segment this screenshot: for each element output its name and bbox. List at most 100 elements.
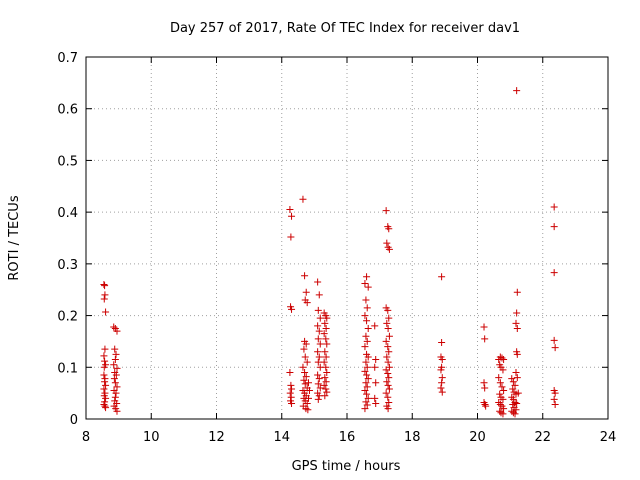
data-point bbox=[101, 402, 109, 410]
data-point bbox=[321, 374, 329, 382]
data-point bbox=[316, 314, 324, 322]
x-tick-label: 20 bbox=[469, 430, 486, 445]
data-point bbox=[320, 358, 328, 366]
data-point bbox=[384, 306, 392, 314]
data-point bbox=[496, 390, 504, 398]
data-point bbox=[316, 384, 324, 392]
data-point bbox=[509, 409, 517, 417]
data-point bbox=[322, 335, 330, 343]
data-point bbox=[113, 407, 121, 415]
data-point bbox=[499, 366, 507, 374]
data-point bbox=[286, 206, 294, 214]
y-tick-labels: 0 0.1 0.2 0.3 0.4 0.5 0.6 0.7 bbox=[57, 51, 78, 428]
data-point bbox=[382, 389, 390, 397]
data-point bbox=[550, 203, 558, 211]
data-point bbox=[321, 319, 329, 327]
data-point bbox=[385, 245, 393, 253]
data-point bbox=[314, 278, 322, 286]
data-point bbox=[322, 353, 330, 361]
data-point bbox=[384, 381, 392, 389]
data-point bbox=[314, 380, 322, 388]
data-point bbox=[100, 352, 108, 360]
data-point bbox=[305, 387, 313, 395]
x-tick-label: 18 bbox=[404, 430, 421, 445]
data-point bbox=[288, 399, 296, 407]
data-point bbox=[111, 356, 119, 364]
x-tick-label: 8 bbox=[82, 430, 90, 445]
data-point bbox=[550, 336, 558, 344]
data-point bbox=[102, 308, 110, 316]
data-point bbox=[323, 314, 331, 322]
x-tick-label: 12 bbox=[208, 430, 225, 445]
data-point bbox=[100, 385, 108, 393]
axis-ticks bbox=[85, 56, 609, 420]
data-point bbox=[321, 392, 329, 400]
x-tick-labels: 8 10 12 14 16 18 20 22 24 bbox=[82, 430, 616, 445]
data-point bbox=[314, 348, 322, 356]
data-point bbox=[363, 401, 371, 409]
x-tick-label: 22 bbox=[534, 430, 551, 445]
data-point bbox=[498, 383, 506, 391]
data-point bbox=[287, 393, 295, 401]
data-point bbox=[100, 401, 108, 409]
data-point bbox=[385, 225, 393, 233]
data-point bbox=[300, 376, 308, 384]
data-point bbox=[438, 338, 446, 346]
data-point bbox=[101, 378, 109, 386]
data-point bbox=[301, 368, 309, 376]
data-point bbox=[508, 375, 516, 383]
y-tick-label: 0.1 bbox=[57, 361, 78, 376]
data-point bbox=[110, 361, 118, 369]
y-tick-label: 0.6 bbox=[57, 103, 78, 118]
data-point bbox=[101, 282, 109, 290]
data-point bbox=[110, 375, 118, 383]
data-point bbox=[512, 319, 520, 327]
data-point bbox=[323, 368, 331, 376]
data-point bbox=[363, 390, 371, 398]
data-point bbox=[512, 368, 520, 376]
data-point bbox=[437, 384, 445, 392]
data-point bbox=[382, 337, 390, 345]
data-point bbox=[110, 323, 118, 331]
data-point bbox=[385, 332, 393, 340]
data-point bbox=[500, 356, 508, 364]
data-point bbox=[364, 375, 372, 383]
data-point bbox=[385, 385, 393, 393]
data-point bbox=[384, 325, 392, 332]
data-point bbox=[550, 395, 558, 403]
data-point bbox=[509, 378, 517, 386]
data-point bbox=[438, 379, 446, 387]
data-point bbox=[112, 350, 120, 358]
data-point bbox=[361, 367, 369, 375]
y-tick-label: 0.7 bbox=[57, 51, 78, 66]
x-axis-label: GPS time / hours bbox=[292, 459, 401, 474]
data-point bbox=[320, 330, 328, 338]
data-point bbox=[303, 399, 311, 407]
y-tick-label: 0.4 bbox=[57, 206, 78, 221]
data-point bbox=[316, 340, 324, 348]
data-point bbox=[363, 383, 371, 391]
data-point bbox=[383, 319, 391, 327]
data-point bbox=[362, 296, 370, 304]
data-point bbox=[438, 356, 446, 364]
data-point bbox=[320, 381, 328, 389]
y-tick-label: 0.3 bbox=[57, 258, 78, 273]
data-point bbox=[364, 353, 372, 361]
data-point bbox=[304, 406, 312, 414]
data-point bbox=[113, 364, 121, 372]
data-point bbox=[287, 381, 295, 389]
y-tick-label: 0 bbox=[70, 413, 78, 428]
data-point bbox=[363, 337, 371, 345]
data-point bbox=[288, 212, 296, 220]
data-point bbox=[385, 374, 393, 382]
data-point bbox=[551, 344, 559, 352]
data-point bbox=[513, 350, 521, 358]
data-point bbox=[384, 358, 392, 366]
data-point bbox=[364, 394, 372, 402]
data-point bbox=[364, 283, 372, 291]
data-point bbox=[513, 374, 521, 382]
data-point bbox=[102, 381, 110, 389]
data-point bbox=[314, 358, 322, 366]
data-point bbox=[300, 345, 308, 353]
